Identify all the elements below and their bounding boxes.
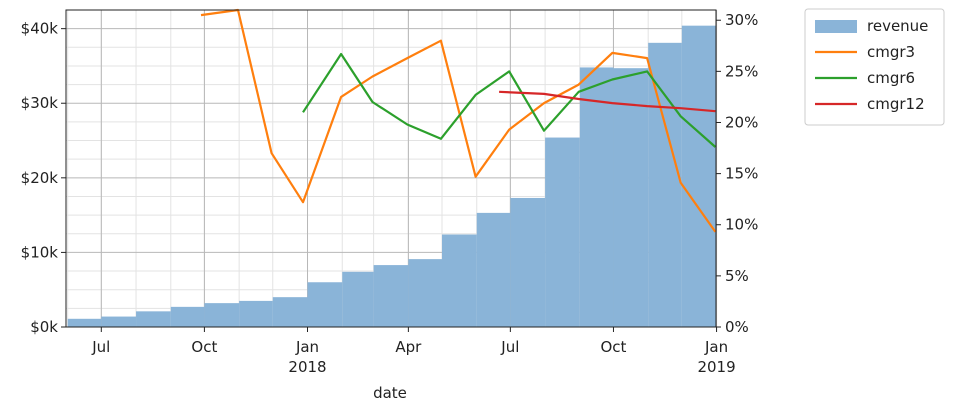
cmgr6-line xyxy=(302,52,717,148)
y-left-tick-label: $0k xyxy=(30,318,58,336)
revenue-bar xyxy=(681,25,716,327)
revenue-bar xyxy=(510,197,546,327)
revenue-bar xyxy=(272,297,308,327)
revenue-bar xyxy=(648,42,682,328)
y-left-tick-label: $10k xyxy=(21,243,59,261)
revenue-bar xyxy=(408,259,442,327)
revenue-bar xyxy=(373,265,409,327)
legend-label-revenue: revenue xyxy=(867,17,928,35)
y-axis-left: $0k $10k $20k $30k $40k xyxy=(21,20,66,336)
y-right-tick-label: 25% xyxy=(725,62,758,80)
revenue-bar xyxy=(342,271,374,327)
revenue-bar xyxy=(136,311,171,327)
y-right-tick-label: 0% xyxy=(725,318,749,336)
x-tick-label: Oct xyxy=(600,338,626,356)
x-axis: Jul Oct Jan 2018 Apr Jul Oct Jan 2019 xyxy=(91,327,736,376)
y-left-tick-label: $20k xyxy=(21,169,59,187)
y-right-tick-label: 10% xyxy=(725,216,758,234)
x-tick-label: Jan xyxy=(704,338,728,356)
y-right-tick-label: 20% xyxy=(725,113,758,131)
y-right-tick-label: 30% xyxy=(725,11,758,29)
legend-label-cmgr3: cmgr3 xyxy=(867,43,915,61)
y-axis-right: 0% 5% 10% 15% 20% 25% 30% xyxy=(716,11,758,336)
y-right-tick-label: 15% xyxy=(725,165,758,183)
y-right-tick-label: 5% xyxy=(725,267,749,285)
legend-swatch-revenue xyxy=(815,20,857,33)
revenue-bar xyxy=(476,212,511,327)
y-left-tick-label: $40k xyxy=(21,20,59,38)
legend-box xyxy=(804,8,945,126)
x-tick-label: Apr xyxy=(395,338,422,356)
legend-label-cmgr12: cmgr12 xyxy=(867,95,925,113)
revenue-bar xyxy=(239,300,273,327)
revenue-bar xyxy=(170,306,205,327)
revenue-bar xyxy=(545,137,580,327)
cmgr3-line xyxy=(200,8,717,233)
x-tick-label: Jul xyxy=(500,338,519,356)
revenue-bar xyxy=(204,303,240,327)
revenue-bar xyxy=(101,316,137,327)
cmgr-lines xyxy=(200,8,717,233)
legend: revenue cmgr3 cmgr6 cmgr12 xyxy=(804,8,945,126)
x-tick-label: Oct xyxy=(191,338,217,356)
legend-label-cmgr6: cmgr6 xyxy=(867,69,915,87)
x-axis-label: date xyxy=(373,384,407,402)
x-tick-year-label: 2018 xyxy=(288,358,326,376)
y-left-tick-label: $30k xyxy=(21,94,59,112)
revenue-bar xyxy=(579,67,614,328)
revenue-bar xyxy=(67,318,102,327)
revenue-bar xyxy=(613,68,649,327)
revenue-bar xyxy=(307,282,343,327)
x-tick-year-label: 2019 xyxy=(697,358,735,376)
revenue-bar xyxy=(441,234,477,327)
x-tick-label: Jan xyxy=(295,338,319,356)
revenue-bars xyxy=(67,25,716,328)
x-tick-label: Jul xyxy=(91,338,110,356)
plot-frame xyxy=(65,9,717,328)
cmgr12-line xyxy=(499,90,716,113)
